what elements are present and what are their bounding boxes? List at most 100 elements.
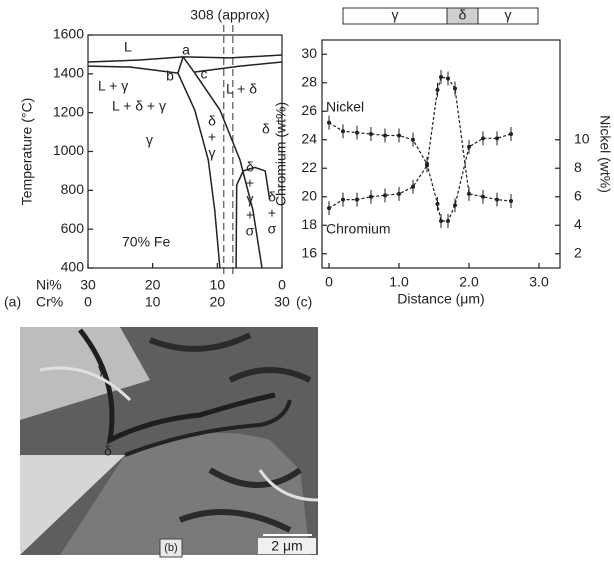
y2-tick-label: 6 xyxy=(574,187,582,203)
phase-boundary xyxy=(193,71,263,269)
series-label: Nickel xyxy=(326,99,364,115)
top-annotation: 308 (approx) xyxy=(190,7,269,23)
y-tick-label: 1400 xyxy=(53,65,84,81)
region-label: 70% Fe xyxy=(122,234,170,250)
data-point xyxy=(397,133,401,138)
y2-tick-label: 4 xyxy=(574,216,582,232)
data-point xyxy=(341,129,345,134)
data-point xyxy=(341,197,345,202)
region-label: δ xyxy=(208,113,216,129)
x-axis-label: Ni% xyxy=(36,277,62,293)
data-point xyxy=(495,136,499,141)
panel-label: (c) xyxy=(296,294,312,310)
region-label: + xyxy=(246,175,254,191)
region-label: + xyxy=(246,207,254,223)
point-label: a xyxy=(182,42,190,58)
y2-tick-label: 8 xyxy=(574,159,582,175)
scale-bar-label: 2 μm xyxy=(271,538,302,554)
y-tick-label: 400 xyxy=(61,259,85,275)
region-label: L + γ xyxy=(98,78,128,94)
x-tick-label: 20 xyxy=(210,294,226,310)
region-label: δ xyxy=(246,159,254,175)
y-tick-label: 16 xyxy=(301,244,317,260)
phase-boundary xyxy=(183,54,283,59)
x-tick-label: 10 xyxy=(145,294,161,310)
data-point xyxy=(495,197,499,202)
data-point xyxy=(355,130,359,135)
data-point xyxy=(446,218,450,223)
data-point xyxy=(327,120,331,125)
data-point xyxy=(425,163,429,168)
region-label: γ xyxy=(146,132,153,148)
x-tick-label: 2.0 xyxy=(459,274,479,290)
phase-boundary xyxy=(182,56,195,73)
phase-boundary xyxy=(177,56,184,74)
data-point xyxy=(435,201,440,206)
x-tick-label: 0 xyxy=(325,274,333,290)
point-label: b xyxy=(166,68,174,84)
region-label: L + δ + γ xyxy=(112,98,166,114)
data-point xyxy=(481,194,485,199)
region-label: + xyxy=(268,205,276,221)
y-tick-label: 1600 xyxy=(53,26,84,42)
micrograph xyxy=(20,327,319,558)
data-point xyxy=(383,193,387,198)
data-point xyxy=(439,75,443,80)
micrograph-label: δ xyxy=(104,443,112,459)
y-tick-label: 18 xyxy=(301,216,317,232)
x-tick-label: 0 xyxy=(84,294,92,310)
data-point xyxy=(509,132,513,137)
data-point xyxy=(435,87,440,92)
data-point xyxy=(327,206,331,211)
micrograph-label: γ xyxy=(98,361,105,377)
region-label: δ xyxy=(262,121,270,137)
y-tick-label: 24 xyxy=(301,130,317,146)
y-tick-label: 1000 xyxy=(53,142,84,158)
phase-boundary xyxy=(87,56,184,63)
phase-boundary xyxy=(87,65,178,74)
region-label: γ xyxy=(247,191,254,207)
x-tick-label: 30 xyxy=(274,294,290,310)
data-point xyxy=(369,194,373,199)
y-axis-label: Chromium (wt%) xyxy=(273,102,289,206)
panel-label: (a) xyxy=(4,294,21,310)
x-tick-label: 20 xyxy=(145,277,161,293)
x-tick-label: 3.0 xyxy=(529,274,549,290)
phase-boundary xyxy=(194,61,283,73)
data-point xyxy=(481,136,485,141)
y2-tick-label: 10 xyxy=(574,130,590,146)
y-tick-label: 30 xyxy=(301,45,317,61)
y-tick-label: 600 xyxy=(61,220,85,236)
series-label: Chromium xyxy=(326,221,391,237)
data-point xyxy=(453,86,457,91)
point-label: c xyxy=(201,66,208,82)
phase-band-label: γ xyxy=(392,7,399,23)
profile-frame xyxy=(321,39,561,269)
data-point xyxy=(509,199,513,204)
y-tick-label: 1200 xyxy=(53,103,84,119)
series-line xyxy=(328,76,512,209)
x-axis-label: Distance (μm) xyxy=(397,291,484,307)
data-point xyxy=(397,191,401,196)
y2-axis-label: Nickel (wt%) xyxy=(597,115,613,193)
region-label: L + δ xyxy=(226,81,257,97)
region-label: σ xyxy=(246,223,255,239)
phase-band xyxy=(477,7,539,25)
data-point xyxy=(446,76,450,81)
data-point xyxy=(411,184,415,189)
data-point xyxy=(411,137,415,142)
x-tick-label: 30 xyxy=(80,277,96,293)
data-point xyxy=(383,133,387,138)
y-tick-label: 800 xyxy=(61,181,85,197)
data-point xyxy=(355,197,359,202)
region-label: + xyxy=(208,129,216,145)
data-point xyxy=(439,218,443,223)
x-tick-label: 10 xyxy=(210,277,226,293)
series-line xyxy=(328,122,512,222)
phase-boundary xyxy=(235,166,271,269)
region-label: L xyxy=(124,39,132,55)
y-tick-label: 22 xyxy=(301,159,317,175)
y-axis-label: Temperature (°C) xyxy=(19,98,35,206)
